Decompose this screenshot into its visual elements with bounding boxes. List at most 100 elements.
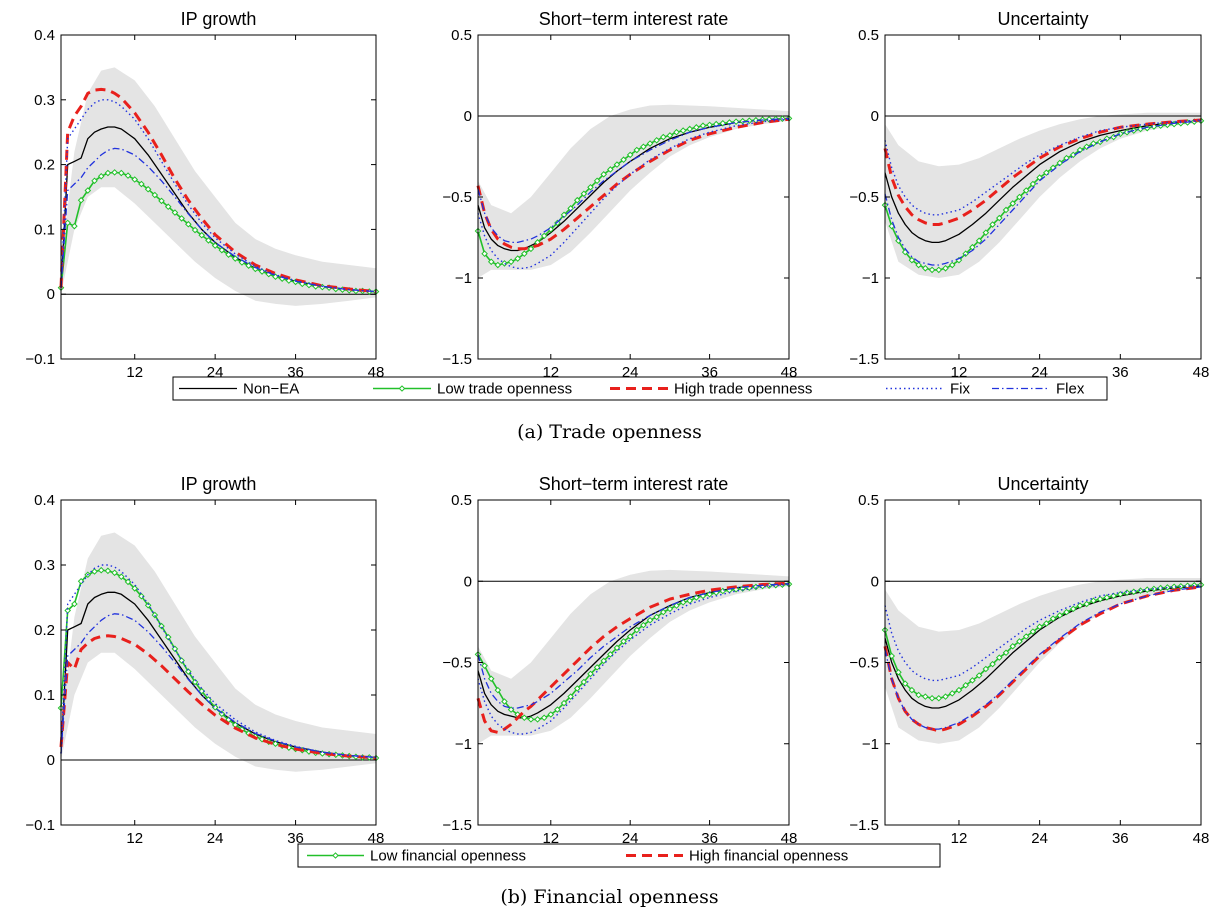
panel-b-ip-growth-xtick-label: 48 <box>368 830 385 847</box>
panel-a-uncertainty-marker-low-trade-openness <box>1016 193 1023 201</box>
panel-b-uncertainty-marker-low-financial-openness <box>1157 584 1164 592</box>
panel-b-ip-growth-series-high-financial-openness <box>59 634 377 760</box>
panel-a-ip-growth-marker-low-trade-openness <box>77 196 85 204</box>
panel-b-short-term-interest-rate-marker-low-financial-openness <box>481 662 488 670</box>
panel-b-uncertainty-series-flex <box>884 586 1202 730</box>
panel-b-uncertainty-marker-low-financial-openness <box>1076 602 1084 609</box>
panel-a-uncertainty-marker-low-trade-openness <box>969 243 976 251</box>
panel-b-uncertainty-ytick-label: −1 <box>862 736 879 753</box>
panel-b-ip-growth-series-non-ea <box>60 591 377 759</box>
panel-b-short-term-interest-rate-marker-low-financial-openness <box>554 706 561 713</box>
panel-a-ip-growth-marker-low-trade-openness <box>245 262 252 269</box>
panel-a-ip-growth-marker-low-trade-openness <box>131 176 139 183</box>
panel-b-uncertainty-marker-low-financial-openness <box>942 693 949 700</box>
panel-a-ip-growth-marker-low-trade-openness <box>211 242 219 249</box>
panel-a-uncertainty-marker-low-trade-openness <box>1022 187 1030 194</box>
panel-b-ip-growth-axes-box <box>60 499 377 826</box>
panel-a-ip-growth-marker-low-trade-openness <box>104 169 112 177</box>
panel-b-ip-growth-marker-low-financial-openness <box>258 735 266 743</box>
panel-a-uncertainty-marker-low-trade-openness <box>1143 124 1151 132</box>
panel-b-ip-growth-ytick-label: 0.4 <box>34 492 55 509</box>
panel-b-uncertainty-marker-low-financial-openness <box>1130 588 1138 596</box>
panel-a-uncertainty-marker-low-trade-openness <box>989 221 996 228</box>
legend-a-box <box>172 376 1108 401</box>
panel-a-uncertainty-marker-low-trade-openness <box>928 266 936 274</box>
panel-b-ip-growth-ytick-label: −0.1 <box>25 817 55 834</box>
panel-b-ip-growth-marker-low-financial-openness <box>131 585 139 592</box>
panel-a-short-term-interest-rate-marker-low-trade-openness <box>659 133 667 141</box>
panel-a-uncertainty-marker-low-trade-openness <box>1110 133 1117 141</box>
panel-b-uncertainty-xtick-label: 48 <box>1193 830 1210 847</box>
panel-a-ip-growth-marker-low-trade-openness <box>191 226 199 234</box>
panel-a-short-term-interest-rate-series-high-trade-openness <box>476 117 790 251</box>
panel-b-ip-growth-marker-low-financial-openness <box>104 567 112 575</box>
panel-b-uncertainty: −1.5 −1 −0.5 0 0.5 12 24 36 48 Uncertainty <box>849 474 1209 847</box>
panel-b-uncertainty-marker-low-financial-openness <box>1049 615 1057 622</box>
panel-b-ip-growth: −0.1 0 0.1 0.2 0.3 0.4 12 24 36 48 IP growth <box>25 474 384 847</box>
panel-b-uncertainty-marker-low-financial-openness <box>975 672 983 679</box>
panel-a-short-term-interest-rate-marker-low-trade-openness <box>607 166 614 173</box>
panel-b-uncertainty-marker-low-financial-openness <box>888 652 896 660</box>
panel-a-uncertainty-marker-low-trade-openness <box>1029 180 1037 188</box>
panel-b-ip-growth-marker-low-financial-openness <box>272 740 279 748</box>
panel-b-short-term-interest-rate-marker-low-financial-openness <box>501 698 508 705</box>
panel-a-short-term-interest-rate-marker-low-trade-openness <box>620 156 627 164</box>
panel-a-uncertainty-marker-low-trade-openness <box>982 229 990 236</box>
panel-b-uncertainty-marker-low-financial-openness <box>995 654 1003 661</box>
panel-a-uncertainty-ytick-label: −0.5 <box>849 189 879 206</box>
panel-a-ip-growth-series-fix <box>60 99 377 293</box>
panel-b-uncertainty-series-fix <box>884 584 1202 682</box>
panel-b-uncertainty-marker-low-financial-openness <box>1002 649 1010 657</box>
panel-a-ip-growth-marker-low-trade-openness <box>305 281 313 289</box>
panel-a-uncertainty-marker-low-trade-openness <box>935 266 943 274</box>
panel-a-short-term-interest-rate-marker-low-trade-openness <box>679 127 687 134</box>
legend-b: Low financial openness High financial ope… <box>297 843 941 868</box>
panel-b-uncertainty-marker-low-financial-openness <box>962 681 969 689</box>
panel-b-ip-growth-ytick-label: 0.3 <box>34 557 55 574</box>
panel-b-short-term-interest-rate-ytick-label: −1 <box>455 736 472 753</box>
panel-b-uncertainty-ytick-label: 0.5 <box>858 492 879 509</box>
panel-a-short-term-interest-rate-marker-low-trade-openness <box>646 140 654 147</box>
panel-b-short-term-interest-rate-marker-low-financial-openness <box>646 616 654 624</box>
panel-b-short-term-interest-rate-ytick-label: 0 <box>464 573 472 590</box>
legend-label-fix: Fix <box>950 381 970 398</box>
panel-a-short-term-interest-rate-series-non-ea <box>477 117 790 252</box>
panel-a-ip-growth-marker-low-trade-openness <box>171 209 179 216</box>
panel-b-short-term-interest-rate-marker-low-financial-openness <box>560 699 568 707</box>
legend-label-low-financial-openness: Low financial openness <box>370 848 526 865</box>
panel-b-uncertainty-title: Uncertainty <box>997 474 1088 494</box>
panel-b-short-term-interest-rate-xtick-label: 36 <box>701 830 718 847</box>
panel-b-ip-growth-marker-low-financial-openness <box>97 566 105 574</box>
panel-a-uncertainty-marker-low-trade-openness <box>915 261 922 269</box>
legend-a: Non−EA Low trade openness High trade openn… <box>172 376 1108 401</box>
panel-a-short-term-interest-rate-marker-low-trade-openness <box>580 190 588 198</box>
panel-b-short-term-interest-rate-marker-low-financial-openness <box>567 693 574 700</box>
panel-a-short-term-interest-rate-series-flex <box>477 117 790 244</box>
panel-a-ip-growth-marker-low-trade-openness <box>144 185 152 193</box>
panel-a-ip-growth-confidence-band <box>61 67 376 306</box>
panel-a-ip-growth-ytick-label: 0 <box>47 286 55 303</box>
panel-b-uncertainty-marker-low-financial-openness <box>1123 589 1131 596</box>
panel-b-ip-growth-marker-low-financial-openness <box>191 678 199 686</box>
panel-b-ip-growth-marker-low-financial-openness <box>111 569 118 577</box>
panel-b-uncertainty-ytick-label: −1.5 <box>849 817 879 834</box>
caption-financial-openness: (b) Financial openness <box>500 886 719 908</box>
panel-b-short-term-interest-rate-marker-low-financial-openness <box>686 597 694 605</box>
legend-label-flex: Flex <box>1056 381 1085 398</box>
panel-a-uncertainty-marker-low-trade-openness <box>995 214 1003 222</box>
panel-a-short-term-interest-rate-axes-box <box>477 34 790 360</box>
panel-b-uncertainty-marker-low-financial-openness <box>1083 600 1091 608</box>
panel-b-short-term-interest-rate-marker-low-financial-openness <box>706 590 713 598</box>
panel-b-uncertainty-series-high-financial-openness <box>883 585 1202 733</box>
panel-b-short-term-interest-rate-marker-low-financial-openness <box>527 716 535 723</box>
panel-b-uncertainty-marker-low-financial-openness <box>895 668 902 676</box>
legend-label-high-financial-openness: High financial openness <box>689 848 848 865</box>
panel-a-ip-growth-marker-low-trade-openness <box>185 220 192 228</box>
panel-b-uncertainty-marker-low-financial-openness <box>1143 586 1151 594</box>
panel-a-ip-growth-ytick-label: 0.4 <box>34 27 55 44</box>
panel-b-short-term-interest-rate-xtick-label: 12 <box>542 830 559 847</box>
legend-marker-low-financial-openness <box>332 852 339 859</box>
panel-b-short-term-interest-rate-ytick-label: −0.5 <box>442 655 472 672</box>
legend-marker-low-trade-openness <box>398 385 406 392</box>
